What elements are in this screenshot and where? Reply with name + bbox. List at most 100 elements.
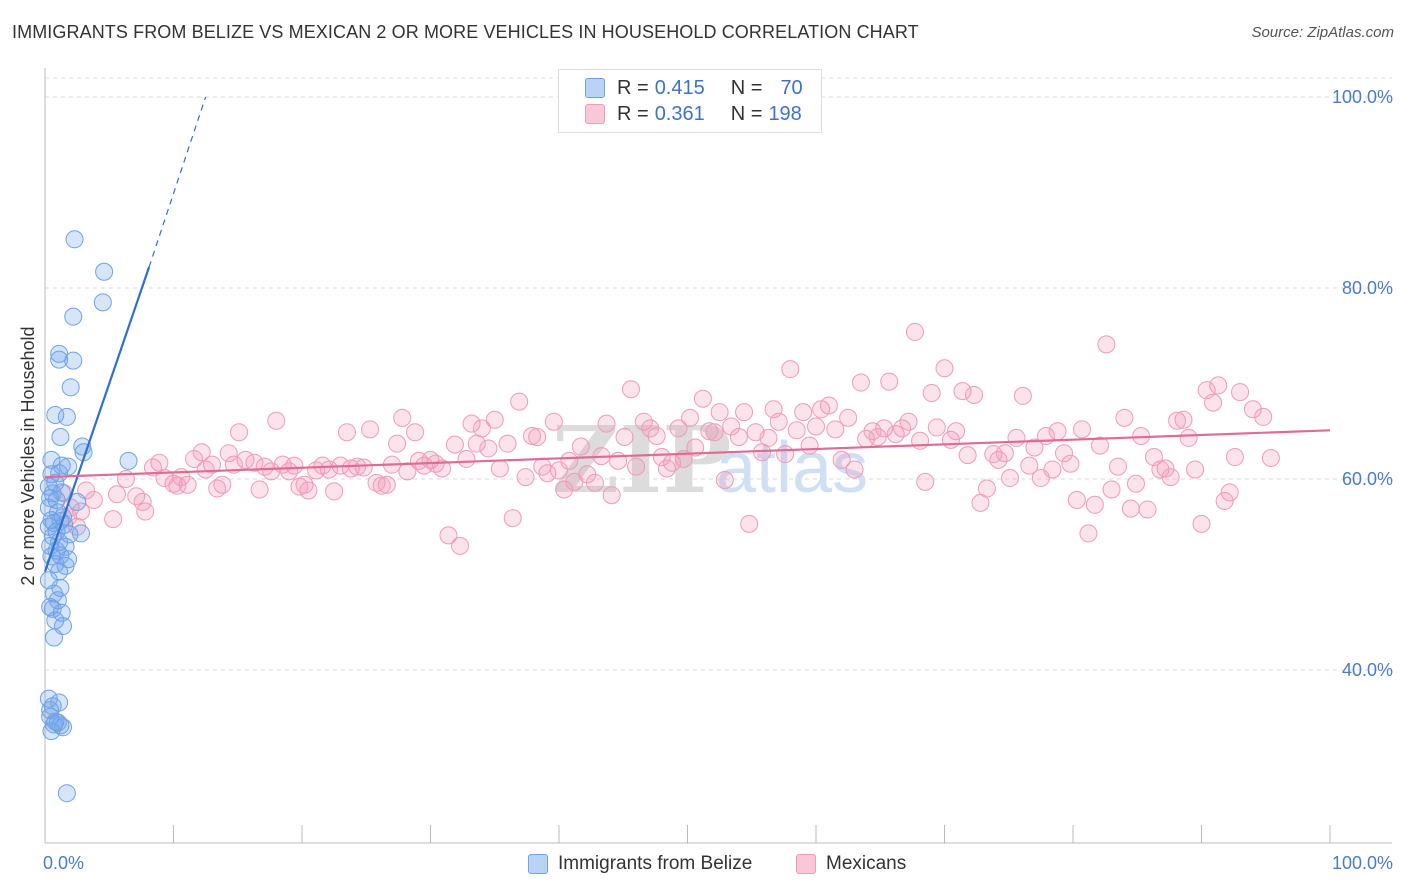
belize-point xyxy=(65,230,84,249)
mexicans-point xyxy=(927,418,946,437)
mexicans-point xyxy=(490,459,509,478)
mexicans-point xyxy=(722,417,741,436)
mexicans-point xyxy=(652,448,671,467)
mexicans-point xyxy=(1254,407,1273,426)
mexicans-point xyxy=(528,427,547,446)
belize-point xyxy=(57,407,76,426)
mexicans-point xyxy=(597,414,616,433)
mexicans-point xyxy=(781,360,800,379)
mexicans-point xyxy=(839,408,858,427)
mexicans-point xyxy=(185,449,204,468)
mexicans-point xyxy=(627,457,646,476)
mexicans-point xyxy=(875,419,894,438)
mexicans-point xyxy=(953,382,972,401)
mexicans-point xyxy=(1055,444,1074,463)
mexicans-point xyxy=(911,431,930,450)
mexicans-point xyxy=(472,419,491,438)
mexicans-point xyxy=(1209,376,1228,395)
mexicans-point xyxy=(219,444,238,463)
belize-point xyxy=(44,628,63,647)
mexicans-point xyxy=(922,384,941,403)
mexicans-point xyxy=(1097,335,1116,354)
mexicans-point xyxy=(916,472,935,491)
mexicans-point xyxy=(571,437,590,456)
mexicans-point xyxy=(523,427,542,446)
mexicans-point xyxy=(1220,483,1239,502)
mexicans-point xyxy=(250,480,269,499)
bottom-legend-belize: Immigrants from Belize xyxy=(528,852,752,876)
mexicans-point xyxy=(84,491,103,510)
axes xyxy=(44,68,1392,844)
n-value: 198 xyxy=(768,102,802,125)
n-value: 70 xyxy=(780,76,803,99)
mexicans-point xyxy=(832,450,851,469)
mexicans-point xyxy=(740,514,759,533)
mexicans-point xyxy=(178,475,197,494)
belize-point xyxy=(42,450,61,469)
mexicans-point xyxy=(1067,491,1086,510)
y-tick-label: 40.0% xyxy=(1342,660,1393,680)
mexicans-point xyxy=(1151,460,1170,479)
mexicans-point xyxy=(372,476,391,495)
mexicans-point xyxy=(433,459,452,478)
belize-point xyxy=(52,603,71,622)
belize-point xyxy=(41,707,60,726)
mexicans-point xyxy=(1079,524,1098,543)
mexicans-point xyxy=(1121,499,1140,518)
mexicans-point xyxy=(485,410,504,429)
belize-point xyxy=(119,451,138,470)
r-value: 0.415 xyxy=(654,76,705,99)
mexicans-point xyxy=(1243,400,1262,419)
mexicans-point xyxy=(516,468,535,487)
mexicans-point xyxy=(1186,460,1205,479)
mexicans-point xyxy=(715,470,734,489)
belize-point xyxy=(57,784,76,803)
mexicans-point xyxy=(729,427,748,446)
mexicans-point xyxy=(965,385,984,404)
mexicans-point xyxy=(1179,428,1198,447)
mexicans-point xyxy=(1161,468,1180,487)
mexicans-point xyxy=(989,450,1008,469)
mexicans-point xyxy=(958,446,977,465)
mexicans-point xyxy=(462,414,481,433)
mexicans-point xyxy=(1001,469,1020,488)
mexicans-point xyxy=(851,373,870,392)
mexicans-point xyxy=(150,453,169,472)
mexicans-point xyxy=(107,485,126,504)
mexicans-point xyxy=(1225,448,1244,467)
mexicans-point xyxy=(457,449,476,468)
r-label: R = xyxy=(617,102,649,125)
belize-point xyxy=(41,489,60,508)
belize-trend-extension xyxy=(148,96,207,268)
bottom-legend-mexicans: Mexicans xyxy=(796,852,906,876)
mexicans-point xyxy=(393,408,412,427)
chart-title: IMMIGRANTS FROM BELIZE VS MEXICAN 2 OR M… xyxy=(12,22,919,42)
mexicans-point xyxy=(787,421,806,440)
mexicans-point xyxy=(510,392,529,411)
trend-lines xyxy=(43,96,1331,572)
mexicans-point xyxy=(800,436,819,455)
mexicans-point xyxy=(1025,438,1044,457)
n-label: N = xyxy=(730,102,763,125)
belize-point xyxy=(46,406,65,425)
mexicans-point xyxy=(1007,428,1026,447)
mexicans-point xyxy=(1174,410,1193,429)
mexicans-point xyxy=(262,462,281,481)
mexicans-point xyxy=(1013,386,1032,405)
mexicans-point xyxy=(602,486,621,505)
belize-point xyxy=(59,457,78,476)
mexicans-point xyxy=(136,502,155,521)
belize-point xyxy=(43,599,62,618)
y-tick-label: 80.0% xyxy=(1342,278,1393,298)
mexicans-point xyxy=(479,439,498,458)
mexicans-point xyxy=(388,434,407,453)
mexicans-point xyxy=(337,423,356,442)
mexicans-point xyxy=(769,412,788,431)
mexicans-point xyxy=(1261,448,1280,467)
mexicans-point xyxy=(1072,420,1091,439)
y-tick-labels: 40.0% 60.0% 80.0% 100.0% xyxy=(1332,87,1393,680)
mexicans-swatch xyxy=(585,104,605,124)
series-belize xyxy=(39,230,138,803)
legend-row-mexicans: R = 0.361 N = 198 xyxy=(585,102,802,126)
mexicans-point xyxy=(710,403,729,422)
